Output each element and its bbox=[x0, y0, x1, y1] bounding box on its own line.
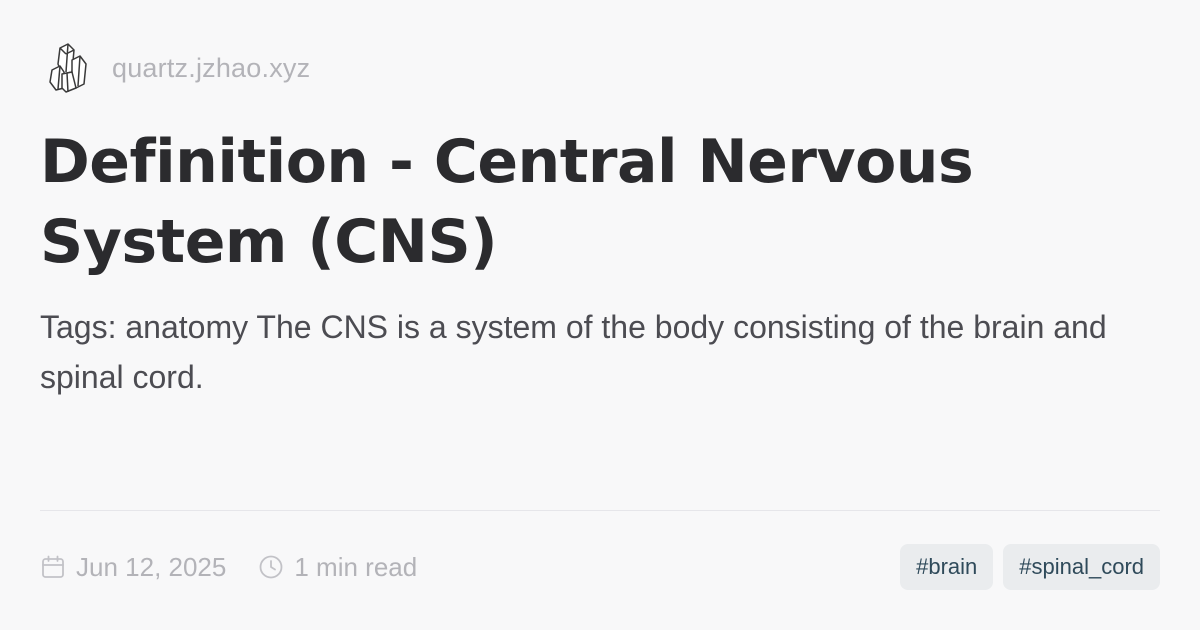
reading-time-text: 1 min read bbox=[294, 551, 418, 582]
tag-spinal-cord[interactable]: #spinal_cord bbox=[1003, 544, 1160, 590]
tag-brain[interactable]: #brain bbox=[900, 544, 994, 590]
publish-date-text: Jun 12, 2025 bbox=[76, 551, 227, 582]
publish-date: Jun 12, 2025 bbox=[40, 552, 226, 583]
site-name[interactable]: quartz.jzhao.xyz bbox=[112, 52, 311, 83]
article-meta: Jun 12, 2025 1 min read bbox=[40, 552, 417, 583]
footer-divider bbox=[40, 510, 1160, 511]
crystal-logo-icon bbox=[49, 43, 87, 93]
clock-icon bbox=[259, 555, 283, 579]
tag-list: #brain #spinal_cord bbox=[900, 544, 1160, 590]
calendar-icon bbox=[42, 555, 64, 578]
site-header: quartz.jzhao.xyz bbox=[46, 42, 310, 94]
page-footer: Jun 12, 2025 1 min read #brain #spinal_c… bbox=[40, 544, 1160, 590]
reading-time: 1 min read bbox=[258, 552, 417, 583]
page-title: Definition - Central Nervous System (CNS… bbox=[40, 127, 974, 277]
page-description: Tags: anatomy The CNS is a system of the… bbox=[40, 309, 1107, 395]
